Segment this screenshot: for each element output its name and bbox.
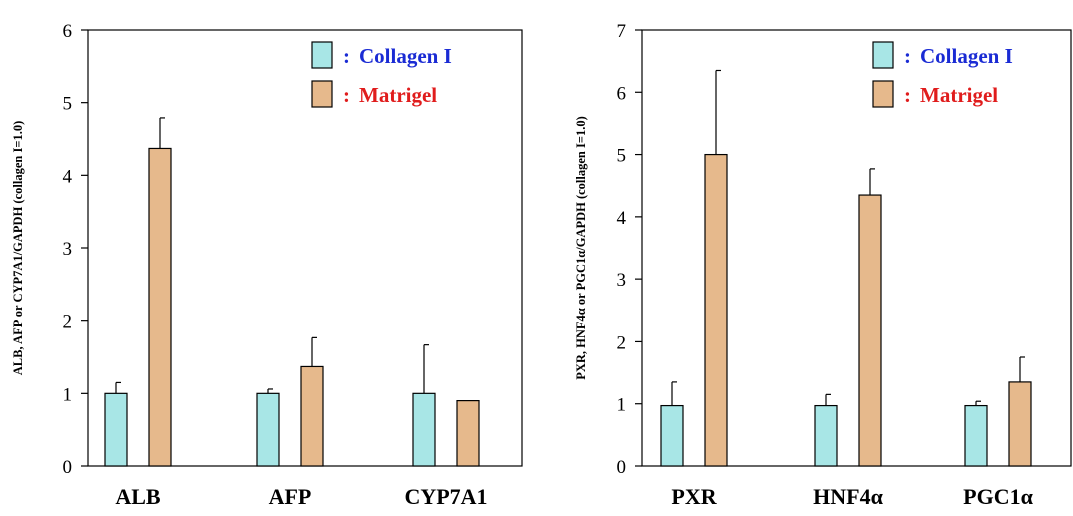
bar-matrigel-1 <box>300 365 324 467</box>
y-tick-label: 2 <box>617 332 627 353</box>
bar-matrigel-0 <box>704 153 728 467</box>
legend-separator: : <box>904 44 911 68</box>
plot-frame <box>641 29 1072 467</box>
legend: : Collagen I: Matrigel <box>311 41 452 108</box>
y-tick-label: 3 <box>617 270 627 291</box>
legend-separator: : <box>343 83 350 107</box>
y-tick-label: 5 <box>63 94 73 115</box>
y-tick-label: 4 <box>617 208 627 229</box>
legend-separator: : <box>343 44 350 68</box>
y-tick-label: 5 <box>617 146 627 167</box>
bar-collagen-0 <box>104 392 128 467</box>
chart-right: 0 1 2 3 4 5 6 7 PXR, HNF4α or PGC1α/GAPDH (colla… <box>574 21 1072 509</box>
bar-matrigel-2 <box>1008 381 1032 467</box>
y-tick-label: 0 <box>617 457 627 478</box>
y-tick-label: 2 <box>63 312 73 333</box>
legend-label: Collagen I <box>359 44 452 68</box>
legend-swatch <box>311 41 333 69</box>
y-tick-label: 7 <box>617 21 627 42</box>
y-axis-label: PXR, HNF4α or PGC1α/GAPDH (collagen I=1.… <box>574 116 588 380</box>
y-tick-label: 3 <box>63 239 73 260</box>
y-tick-label: 6 <box>617 83 627 104</box>
legend-swatch <box>872 80 894 108</box>
y-tick-label: 1 <box>63 384 73 405</box>
category-label: PGC1α <box>963 484 1033 509</box>
legend-swatch <box>311 80 333 108</box>
category-label: CYP7A1 <box>404 484 487 509</box>
legend-swatch <box>872 41 894 69</box>
legend-label: Matrigel <box>920 83 998 107</box>
y-tick-label: 1 <box>617 395 627 416</box>
bar-matrigel-2 <box>456 400 480 467</box>
category-label: AFP <box>269 484 312 509</box>
bar-matrigel-1 <box>858 194 882 467</box>
legend: : Collagen I: Matrigel <box>872 41 1013 108</box>
legend-label: Matrigel <box>359 83 437 107</box>
chart-left: 0 1 2 3 4 5 6 ALB, AFP or CYP7A1/GAPDH (collage… <box>11 21 523 509</box>
bar-collagen-1 <box>814 404 838 467</box>
y-tick-label: 4 <box>63 166 73 187</box>
y-tick-label: 0 <box>63 457 73 478</box>
bar-matrigel-0 <box>148 147 172 467</box>
bar-collagen-2 <box>964 404 988 467</box>
bar-collagen-0 <box>660 404 684 467</box>
category-label: ALB <box>115 484 161 509</box>
legend-separator: : <box>904 83 911 107</box>
y-axis-label: ALB, AFP or CYP7A1/GAPDH (collagen I=1.0… <box>11 121 25 375</box>
bar-collagen-1 <box>256 392 280 467</box>
legend-label: Collagen I <box>920 44 1013 68</box>
y-tick-label: 6 <box>63 21 73 42</box>
bar-collagen-2 <box>412 392 436 467</box>
category-label: HNF4α <box>813 484 883 509</box>
category-label: PXR <box>671 484 717 509</box>
